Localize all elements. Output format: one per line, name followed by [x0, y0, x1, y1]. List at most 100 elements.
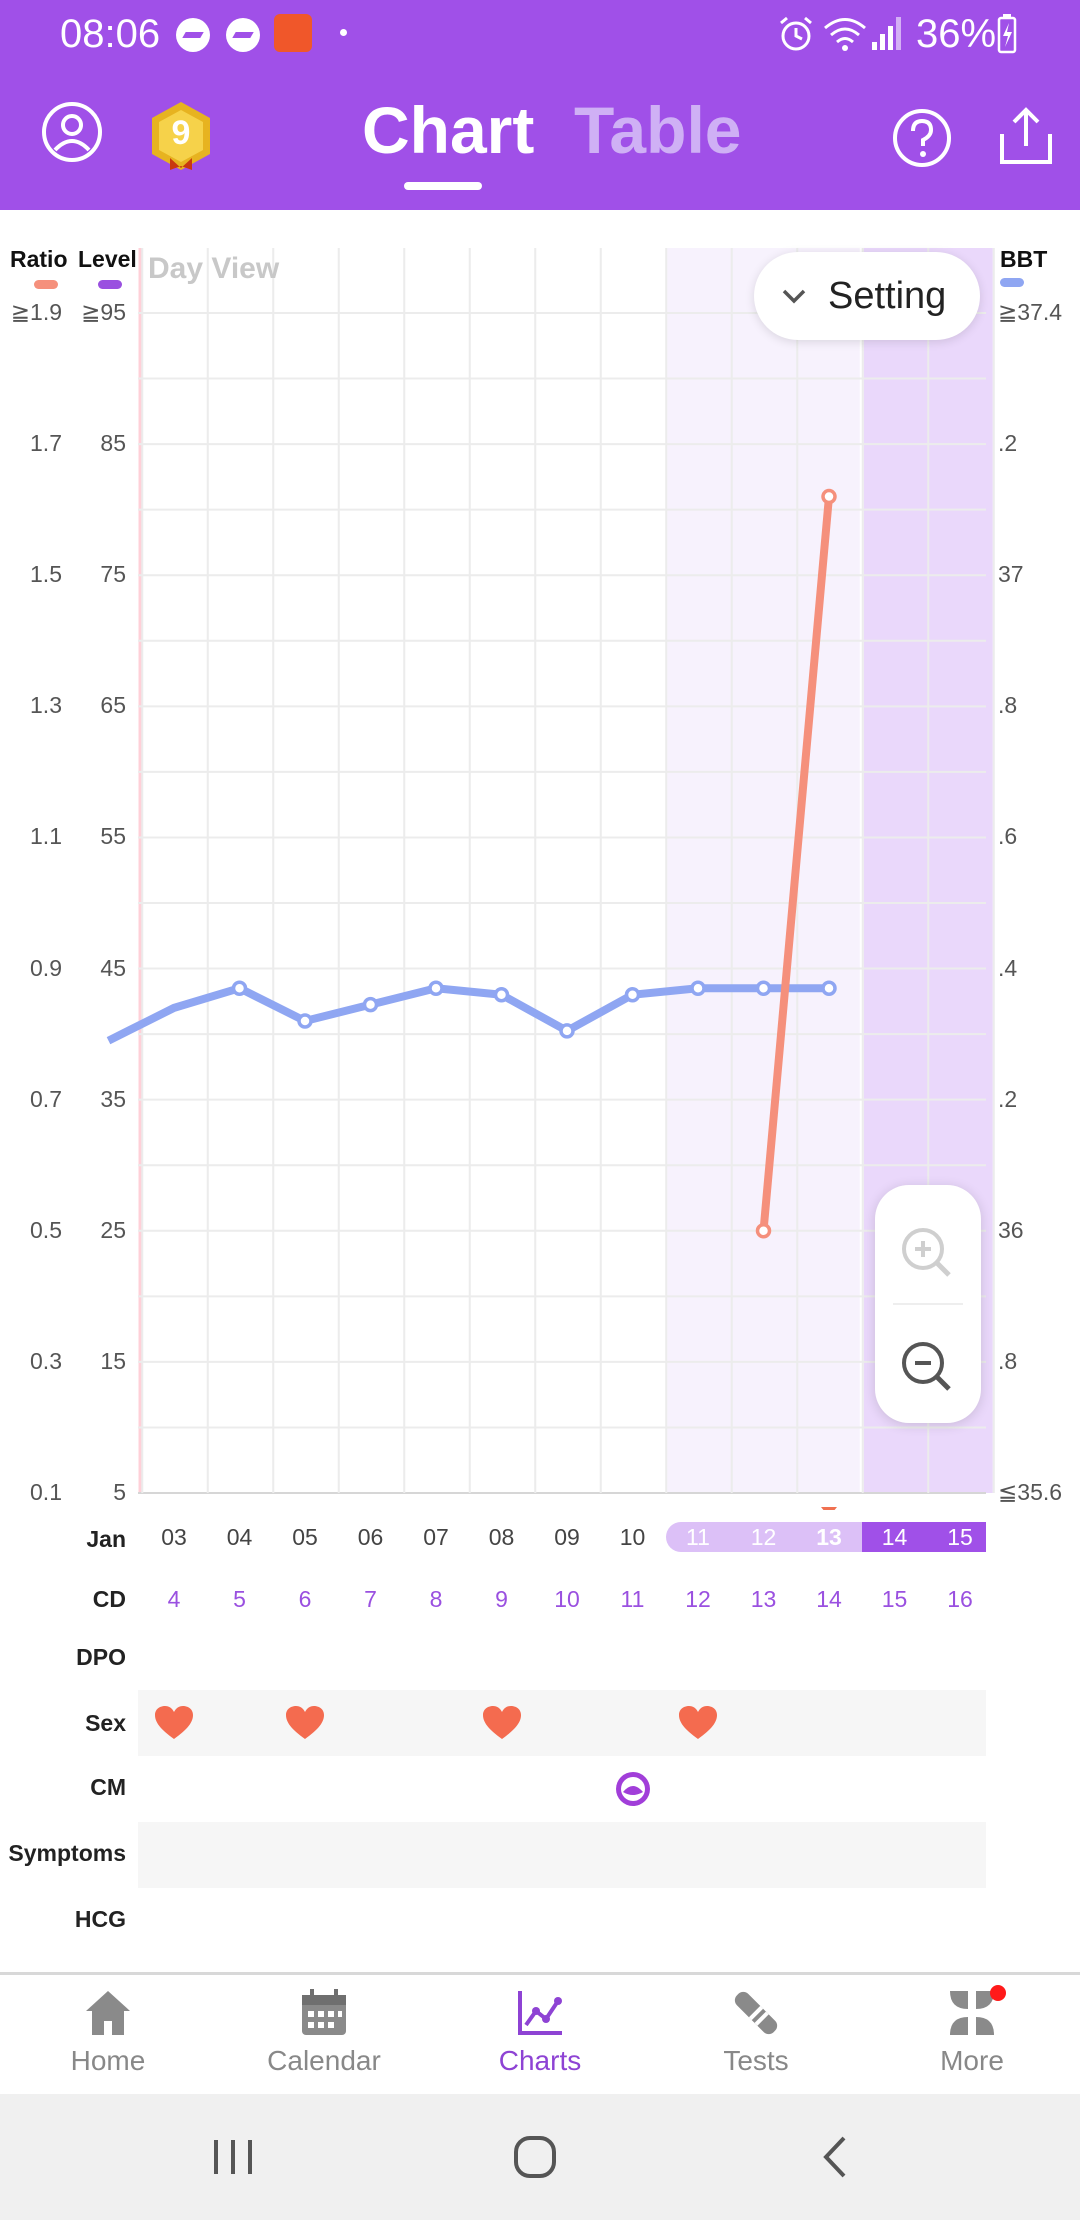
- level-tick-label: 55: [100, 823, 126, 850]
- heart-icon[interactable]: [154, 1705, 194, 1741]
- zoom-out-icon: [902, 1342, 951, 1391]
- zoom-controls: [875, 1185, 981, 1423]
- level-tick-label: 45: [100, 954, 126, 981]
- badge-level-number: 9: [171, 114, 191, 152]
- active-tab-indicator: [404, 182, 482, 190]
- level-badge[interactable]: 9: [148, 100, 214, 172]
- cervical-mucus-icon[interactable]: [614, 1770, 652, 1808]
- cycle-day-label: 6: [298, 1586, 312, 1612]
- date-label[interactable]: 04: [226, 1524, 253, 1550]
- ratio-point: [821, 488, 837, 505]
- setting-label: Setting: [828, 274, 947, 317]
- system-navigation-bar: [0, 2094, 1080, 2220]
- cycle-day-label: 14: [816, 1586, 842, 1612]
- back-icon[interactable]: [802, 2122, 872, 2192]
- today-marker: [821, 1507, 837, 1510]
- cycle-day-label: 12: [685, 1586, 711, 1612]
- date-label[interactable]: 14: [881, 1524, 908, 1550]
- level-tick-label: 75: [100, 561, 126, 588]
- share-button[interactable]: [996, 104, 1056, 168]
- signal-icon: [872, 17, 901, 50]
- notification-app-icon: [274, 14, 312, 52]
- date-label[interactable]: 15: [947, 1524, 973, 1550]
- level-tick-label: 35: [100, 1085, 126, 1112]
- setting-button[interactable]: Setting: [754, 252, 980, 340]
- cycle-day-label: 13: [750, 1586, 777, 1612]
- cycle-day-label: 9: [495, 1586, 508, 1612]
- cycle-day-label: 4: [167, 1586, 181, 1612]
- cycle-day-label: 16: [947, 1586, 973, 1612]
- ratio-tick-label: 1.7: [30, 430, 62, 457]
- tab-table[interactable]: Table: [574, 93, 742, 167]
- date-label[interactable]: 06: [357, 1524, 384, 1550]
- cycle-day-label: 15: [881, 1586, 908, 1612]
- ratio-tick-label: 0.5: [30, 1216, 62, 1243]
- profile-button[interactable]: [40, 100, 104, 164]
- level-legend-swatch: [98, 280, 122, 289]
- level-tick-label: 65: [100, 692, 126, 719]
- ratio-axis-title: Ratio: [10, 246, 68, 272]
- bbt-axis-title: BBT: [1000, 246, 1048, 272]
- nav-home[interactable]: Home: [0, 1975, 216, 2097]
- heart-icon[interactable]: [285, 1705, 325, 1741]
- future-dates-pill: [861, 1522, 986, 1552]
- nav-calendar-label: Calendar: [267, 2045, 381, 2076]
- ratio-tick-label: 0.3: [30, 1347, 62, 1374]
- bbt-tick-label: 37: [998, 561, 1024, 588]
- app-header: 08:06 36%: [0, 0, 1080, 210]
- tab-chart[interactable]: Chart: [362, 93, 535, 167]
- home-icon: [86, 1991, 130, 2035]
- chevron-down-icon: [754, 280, 814, 312]
- more-icon: [950, 1991, 994, 2035]
- zoom-in-button[interactable]: [893, 1219, 963, 1289]
- messenger-icon: [176, 18, 210, 52]
- level-tick-label: 25: [100, 1216, 126, 1243]
- heart-icon[interactable]: [678, 1705, 718, 1741]
- ratio-tick-label: 0.1: [30, 1479, 62, 1505]
- view-mode-label: Day View: [148, 252, 280, 285]
- ratio-tick-label: 1.5: [30, 561, 62, 588]
- date-label[interactable]: 08: [488, 1524, 515, 1550]
- hcg-row-label: HCG: [74, 1906, 126, 1932]
- level-axis-title: Level: [78, 246, 137, 272]
- date-label[interactable]: 13: [816, 1524, 842, 1550]
- date-label[interactable]: 03: [161, 1524, 187, 1550]
- symptoms-row[interactable]: [138, 1822, 986, 1888]
- zoom-out-button[interactable]: [893, 1333, 963, 1403]
- bbt-point: [231, 980, 248, 996]
- bbt-point: [559, 1023, 575, 1039]
- help-button[interactable]: [890, 106, 954, 170]
- date-label[interactable]: 05: [292, 1524, 318, 1550]
- ratio-tick-label: ≧1.9: [10, 299, 62, 325]
- nav-more-label: More: [940, 2045, 1004, 2076]
- date-label[interactable]: 11: [686, 1524, 710, 1550]
- bbt-tick-label: .2: [998, 430, 1018, 457]
- level-tick-label: 85: [100, 430, 126, 457]
- symptoms-row-label: Symptoms: [8, 1840, 126, 1866]
- recent-apps-icon[interactable]: [198, 2122, 268, 2192]
- calendar-icon: [302, 1989, 346, 2035]
- ratio-tick-label: 1.1: [30, 823, 62, 850]
- nav-calendar[interactable]: Calendar: [216, 1975, 432, 2097]
- nav-charts[interactable]: Charts: [432, 1975, 648, 2097]
- bottom-navigation: Home Calendar Charts: [0, 1972, 1080, 2094]
- nav-more[interactable]: More: [864, 1975, 1080, 2097]
- badge-icon: [152, 102, 210, 170]
- cycle-day-label: 10: [554, 1586, 580, 1612]
- date-label[interactable]: 07: [423, 1524, 449, 1550]
- bbt-point: [690, 980, 706, 996]
- sex-row[interactable]: [138, 1690, 986, 1756]
- status-time: 08:06: [60, 12, 161, 56]
- date-label[interactable]: 10: [619, 1524, 646, 1550]
- nav-home-label: Home: [70, 2045, 146, 2076]
- date-label[interactable]: 09: [554, 1524, 580, 1550]
- user-icon: [42, 102, 102, 162]
- cm-row-label: CM: [90, 1774, 126, 1800]
- cycle-day-label: 5: [233, 1586, 246, 1612]
- home-circle-icon[interactable]: [500, 2122, 570, 2192]
- level-tick-label: ≧95: [81, 299, 126, 325]
- nav-tests[interactable]: Tests: [648, 1975, 864, 2097]
- date-label[interactable]: 12: [750, 1524, 777, 1550]
- heart-icon[interactable]: [482, 1705, 522, 1741]
- bbt-tick-label: .8: [998, 1347, 1018, 1374]
